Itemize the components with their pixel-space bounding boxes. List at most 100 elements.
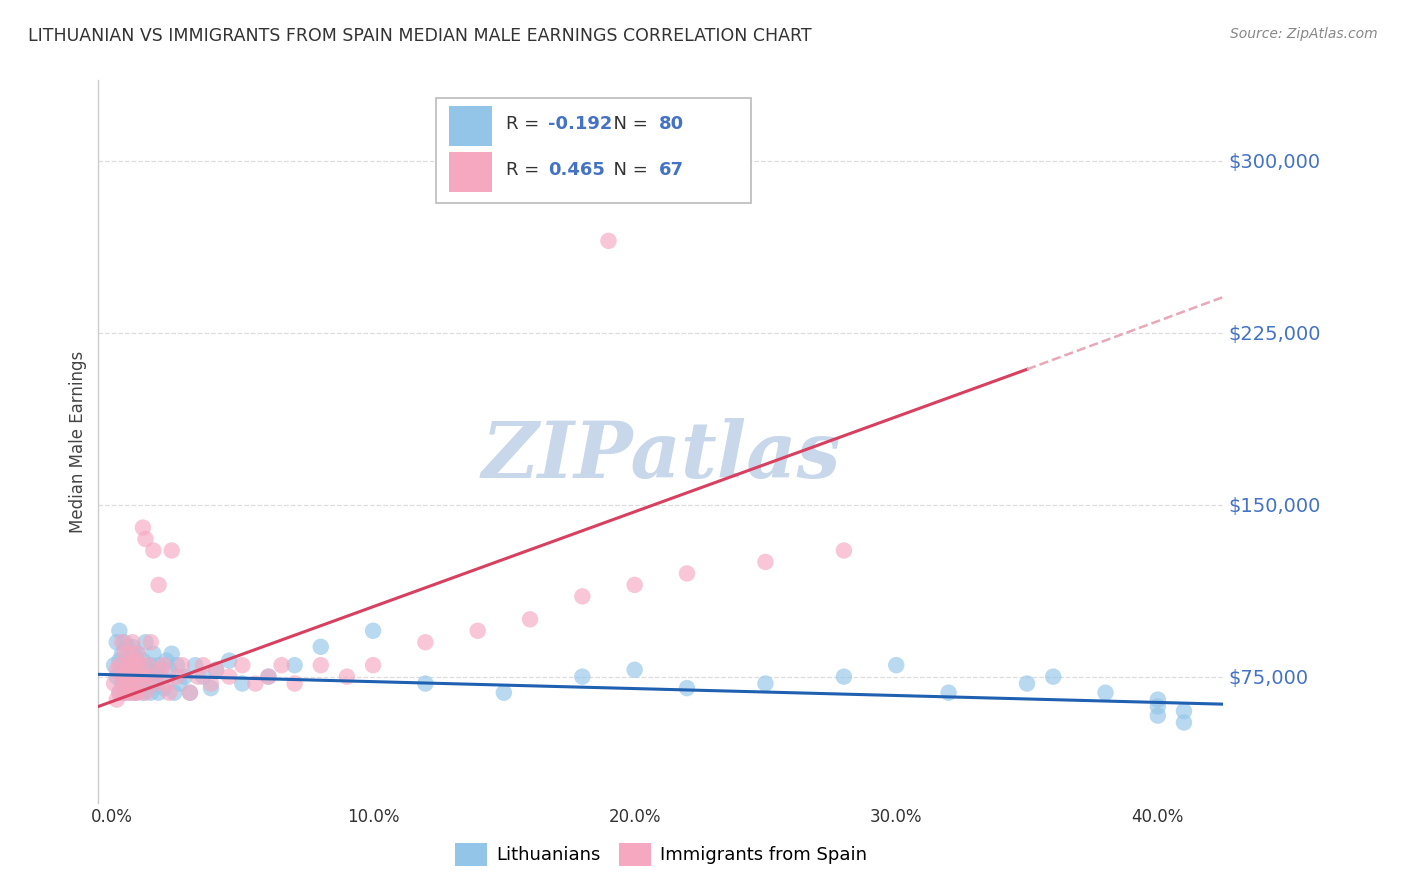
Point: [114, 676, 136, 690]
Point: [172, 658, 194, 673]
Point: [129, 658, 152, 673]
Point: [105, 635, 128, 649]
Point: [118, 647, 141, 661]
Point: [103, 658, 125, 673]
Point: [179, 686, 201, 700]
Point: [124, 658, 146, 673]
Point: [132, 670, 155, 684]
Point: [155, 654, 177, 668]
Point: [134, 635, 156, 649]
Point: [114, 658, 136, 673]
FancyBboxPatch shape: [436, 98, 751, 203]
Point: [118, 651, 141, 665]
Point: [127, 663, 149, 677]
Point: [108, 658, 131, 673]
Point: [1173, 715, 1195, 730]
Point: [148, 658, 170, 673]
Point: [114, 635, 136, 649]
Point: [179, 686, 201, 700]
Point: [200, 676, 222, 690]
Point: [132, 686, 155, 700]
Point: [134, 686, 156, 700]
Point: [1015, 676, 1038, 690]
Point: [160, 647, 183, 661]
Text: 0.465: 0.465: [548, 161, 605, 179]
Point: [115, 686, 138, 700]
Point: [114, 686, 136, 700]
Point: [124, 686, 146, 700]
Point: [145, 667, 167, 681]
Text: R =: R =: [506, 161, 544, 179]
Point: [832, 543, 855, 558]
Point: [676, 681, 699, 695]
Point: [121, 635, 143, 649]
Point: [257, 670, 280, 684]
Point: [153, 658, 176, 673]
Point: [361, 624, 384, 638]
Text: 67: 67: [658, 161, 683, 179]
Point: [114, 647, 136, 661]
Point: [191, 658, 214, 673]
Point: [111, 663, 134, 677]
Point: [115, 670, 138, 684]
Point: [139, 658, 162, 673]
Point: [105, 663, 128, 677]
Text: Source: ZipAtlas.com: Source: ZipAtlas.com: [1230, 27, 1378, 41]
Point: [139, 635, 162, 649]
Point: [108, 686, 131, 700]
Point: [284, 658, 307, 673]
Point: [124, 654, 146, 668]
Point: [114, 670, 136, 684]
Point: [132, 520, 155, 534]
Point: [270, 658, 292, 673]
Point: [105, 670, 128, 684]
Point: [218, 670, 240, 684]
Point: [121, 686, 143, 700]
Point: [884, 658, 907, 673]
Point: [129, 670, 152, 684]
Point: [571, 590, 593, 604]
Point: [118, 670, 141, 684]
Point: [309, 658, 332, 673]
Point: [200, 681, 222, 695]
Point: [115, 681, 138, 695]
Text: LITHUANIAN VS IMMIGRANTS FROM SPAIN MEDIAN MALE EARNINGS CORRELATION CHART: LITHUANIAN VS IMMIGRANTS FROM SPAIN MEDI…: [28, 27, 811, 45]
Point: [1173, 704, 1195, 718]
Text: N =: N =: [602, 161, 654, 179]
Point: [467, 624, 489, 638]
Point: [163, 686, 186, 700]
Point: [257, 670, 280, 684]
Point: [118, 663, 141, 677]
Point: [121, 658, 143, 673]
Point: [150, 670, 173, 684]
Point: [108, 624, 131, 638]
Point: [938, 686, 960, 700]
Point: [121, 670, 143, 684]
Point: [134, 670, 156, 684]
Text: R =: R =: [506, 115, 544, 133]
Point: [127, 676, 149, 690]
Point: [754, 555, 776, 569]
Point: [157, 663, 180, 677]
Point: [148, 578, 170, 592]
Point: [415, 676, 437, 690]
Point: [336, 670, 359, 684]
Point: [118, 676, 141, 690]
Point: [145, 676, 167, 690]
Point: [127, 686, 149, 700]
Point: [111, 647, 134, 661]
Point: [142, 543, 165, 558]
Point: [129, 676, 152, 690]
Point: [142, 647, 165, 661]
Point: [134, 532, 156, 546]
Point: [129, 658, 152, 673]
Point: [832, 670, 855, 684]
Point: [598, 234, 620, 248]
Point: [103, 676, 125, 690]
Point: [118, 686, 141, 700]
Point: [169, 676, 191, 690]
Point: [184, 658, 207, 673]
FancyBboxPatch shape: [450, 153, 492, 192]
Point: [1146, 699, 1168, 714]
Point: [166, 670, 188, 684]
